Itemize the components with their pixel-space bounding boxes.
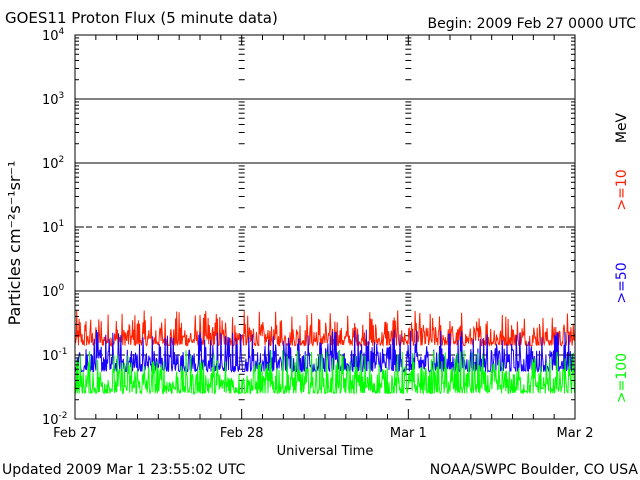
x-tick-label: Mar 2 bbox=[557, 426, 594, 441]
credit-text: NOAA/SWPC Boulder, CO USA bbox=[430, 462, 639, 478]
y-axis-label: Particles cm⁻²s⁻¹sr⁻¹ bbox=[5, 161, 24, 326]
y-tick-exponent: 3 bbox=[59, 91, 65, 101]
y-tick-label: 100 bbox=[42, 283, 65, 300]
legend-entry-100: >=100 bbox=[614, 353, 630, 403]
y-tick-exponent: -1 bbox=[59, 347, 68, 357]
x-axis-label: Universal Time bbox=[277, 444, 374, 459]
y-tick-base: 10 bbox=[42, 29, 59, 44]
y-tick-label: 103 bbox=[42, 91, 64, 108]
chart-title: GOES11 Proton Flux (5 minute data) bbox=[5, 9, 278, 27]
x-axis-ticks: Feb 27 Feb 28 Mar 1 Mar 2 bbox=[53, 35, 593, 441]
series-line-100 bbox=[74, 349, 576, 396]
y-tick-label: 101 bbox=[42, 219, 64, 236]
updated-timestamp: Updated 2009 Mar 1 23:55:02 UTC bbox=[2, 462, 246, 478]
legend-unit-label: MeV bbox=[614, 112, 630, 143]
y-tick-exponent: 4 bbox=[59, 27, 65, 37]
energy-legend: MeV >=10 >=50 >=100 bbox=[614, 112, 630, 403]
y-tick-label: 10-2 bbox=[42, 411, 68, 428]
legend-entry-50: >=50 bbox=[614, 262, 630, 303]
plot-grid bbox=[75, 37, 575, 401]
series-line-50 bbox=[74, 329, 576, 374]
y-tick-base: 10 bbox=[42, 221, 59, 236]
legend-entry-10: >=10 bbox=[614, 169, 630, 210]
y-tick-label: 102 bbox=[42, 155, 64, 172]
series-line-10 bbox=[74, 310, 576, 348]
y-tick-exponent: 1 bbox=[59, 219, 65, 229]
x-tick-label: Mar 1 bbox=[390, 426, 427, 441]
y-tick-label: 10-1 bbox=[42, 347, 68, 364]
y-tick-base: 10 bbox=[42, 93, 59, 108]
x-tick-label: Feb 27 bbox=[53, 426, 97, 441]
y-tick-exponent: 0 bbox=[59, 283, 65, 293]
y-tick-exponent: 2 bbox=[59, 155, 65, 165]
y-tick-base: 10 bbox=[42, 413, 59, 428]
y-tick-base: 10 bbox=[42, 349, 59, 364]
x-tick-label: Feb 28 bbox=[220, 426, 264, 441]
y-tick-base: 10 bbox=[42, 157, 59, 172]
series-layer bbox=[74, 310, 576, 396]
y-tick-base: 10 bbox=[42, 285, 59, 300]
begin-date: Begin: 2009 Feb 27 0000 UTC bbox=[428, 16, 637, 32]
y-axis-label-text: Particles cm⁻²s⁻¹sr⁻¹ bbox=[5, 161, 24, 326]
y-tick-exponent: -2 bbox=[59, 411, 68, 421]
y-tick-label: 104 bbox=[42, 27, 65, 44]
